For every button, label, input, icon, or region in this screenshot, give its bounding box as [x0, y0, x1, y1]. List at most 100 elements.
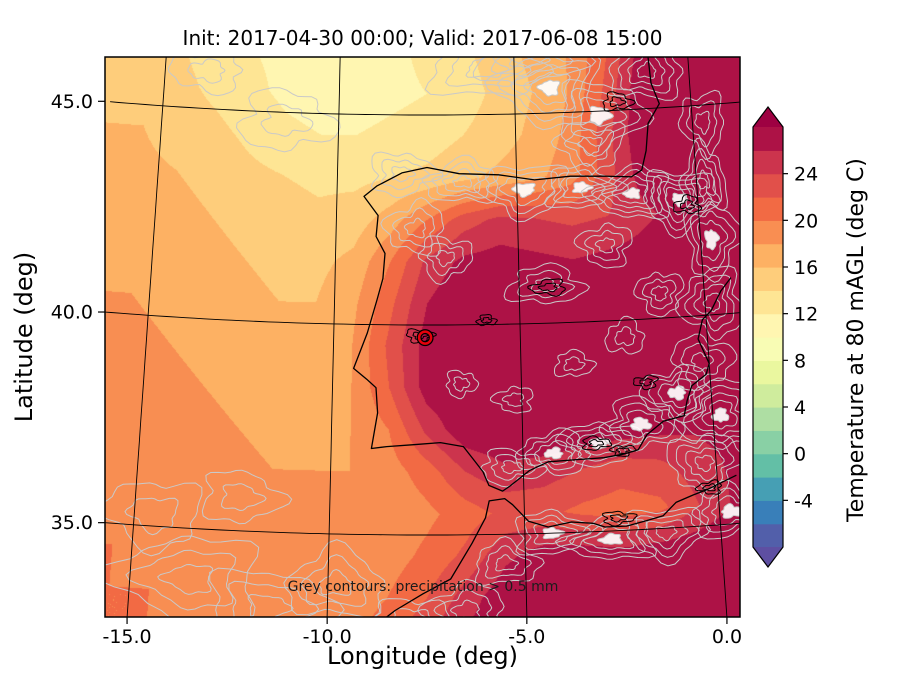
colorbar-band — [753, 290, 783, 315]
precip-contour — [604, 315, 646, 355]
precip-contour — [633, 271, 685, 318]
orography-contour — [480, 317, 493, 324]
precip-contour — [235, 87, 341, 153]
colorbar-band — [753, 523, 783, 548]
precip-contour — [490, 57, 574, 78]
precip-contour — [691, 479, 740, 540]
x-tick-label: -15.0 — [102, 626, 151, 648]
colorbar-tick-label: -4 — [794, 490, 813, 512]
precip-contour — [571, 180, 594, 194]
precip-contour — [702, 292, 721, 313]
precip-contour — [187, 58, 226, 84]
precip-contour — [693, 283, 728, 322]
axes-ticks: -15.0 -10.0 -5.0 0.0 35.0 40.0 45.0 — [51, 91, 742, 648]
precip-contour — [611, 180, 648, 205]
precip-contour — [220, 483, 267, 512]
precip-contour — [720, 503, 740, 519]
precip-contour — [565, 426, 634, 462]
precip-contour — [433, 589, 493, 617]
precip-contour — [391, 207, 436, 248]
precip-contour — [391, 165, 417, 183]
precip-contour — [666, 432, 740, 499]
precip-contour — [157, 563, 214, 595]
x-tick-label: -10.0 — [303, 626, 352, 648]
precip-contour — [426, 242, 465, 277]
precip-contour — [472, 57, 597, 87]
colorbar-tick-label: 16 — [794, 257, 818, 279]
precip-contour — [677, 89, 724, 161]
precip-contour — [497, 57, 591, 122]
precip-contour — [552, 168, 618, 204]
precip-contour — [451, 174, 473, 188]
precip-contour — [435, 249, 455, 268]
colorbar-band — [753, 313, 783, 338]
precip-contour — [167, 57, 244, 97]
meridian-line — [513, 57, 528, 617]
colorbar-band — [753, 477, 783, 501]
precip-contour — [635, 513, 700, 558]
precip-contour — [510, 182, 536, 199]
precip-contour — [682, 384, 740, 444]
meridian-line — [687, 57, 728, 617]
orography-contour — [602, 91, 636, 112]
precip-contour — [515, 427, 592, 477]
precip-contour — [500, 460, 525, 475]
colorbar-band — [753, 337, 783, 361]
colorbar-tick-label: 8 — [794, 350, 806, 372]
parallel-line — [110, 101, 740, 116]
precip-contour — [701, 399, 738, 430]
precip-contour — [667, 385, 687, 401]
x-tick-label: -5.0 — [508, 626, 545, 648]
precip-contour — [684, 274, 735, 332]
orography-contour — [581, 435, 613, 451]
colorbar-band — [753, 127, 783, 151]
precip-contour — [562, 174, 606, 199]
precip-contour — [449, 599, 481, 617]
x-axis-label: Longitude (deg) — [327, 642, 518, 670]
colorbar-band — [753, 360, 783, 385]
colorbar-tick-label: 20 — [794, 210, 818, 232]
y-tick-label: 45.0 — [51, 91, 93, 113]
precip-contour — [380, 197, 445, 257]
precip-contour — [594, 237, 616, 254]
precip-contour — [655, 525, 678, 542]
colorbar-tick-label: 24 — [794, 164, 818, 186]
precip-contour — [417, 235, 474, 286]
precip-contour — [490, 453, 537, 481]
precip-contour — [648, 370, 704, 416]
parallel-line — [105, 311, 740, 326]
precip-contour — [638, 363, 713, 424]
precip-contour — [608, 402, 675, 445]
precip-contour — [684, 148, 723, 206]
colorbar-band — [753, 197, 783, 221]
precip-contour — [580, 96, 628, 137]
precip-contour — [685, 100, 718, 148]
coastline-path — [352, 57, 732, 492]
x-tick-label: 0.0 — [712, 626, 742, 648]
parallel-line — [105, 522, 740, 536]
orography-contour — [639, 378, 653, 387]
precip-contour — [495, 554, 520, 572]
precip-contour — [636, 60, 657, 79]
colorbar-band — [753, 150, 783, 175]
precip-contour — [536, 79, 561, 97]
precip-contour — [554, 513, 658, 560]
precip-contour — [124, 497, 179, 536]
precip-contour — [657, 378, 696, 409]
precip-contour — [452, 376, 471, 392]
colorbar-band — [753, 453, 783, 478]
orography-contour — [588, 438, 605, 448]
colorbar-band — [753, 243, 783, 268]
colorbar-band — [753, 407, 783, 431]
plot-title: Init: 2017-04-30 00:00; Valid: 2017-06-0… — [182, 26, 663, 50]
precip-contour — [601, 174, 656, 210]
precip-contour — [524, 433, 583, 471]
precip-contour — [608, 57, 684, 101]
precip-contour — [125, 549, 237, 611]
precip-contour — [617, 57, 675, 94]
colorbar-outline — [752, 106, 784, 568]
precip-contour — [582, 526, 635, 550]
precip-contour — [685, 447, 725, 481]
precip-contour — [696, 169, 711, 190]
